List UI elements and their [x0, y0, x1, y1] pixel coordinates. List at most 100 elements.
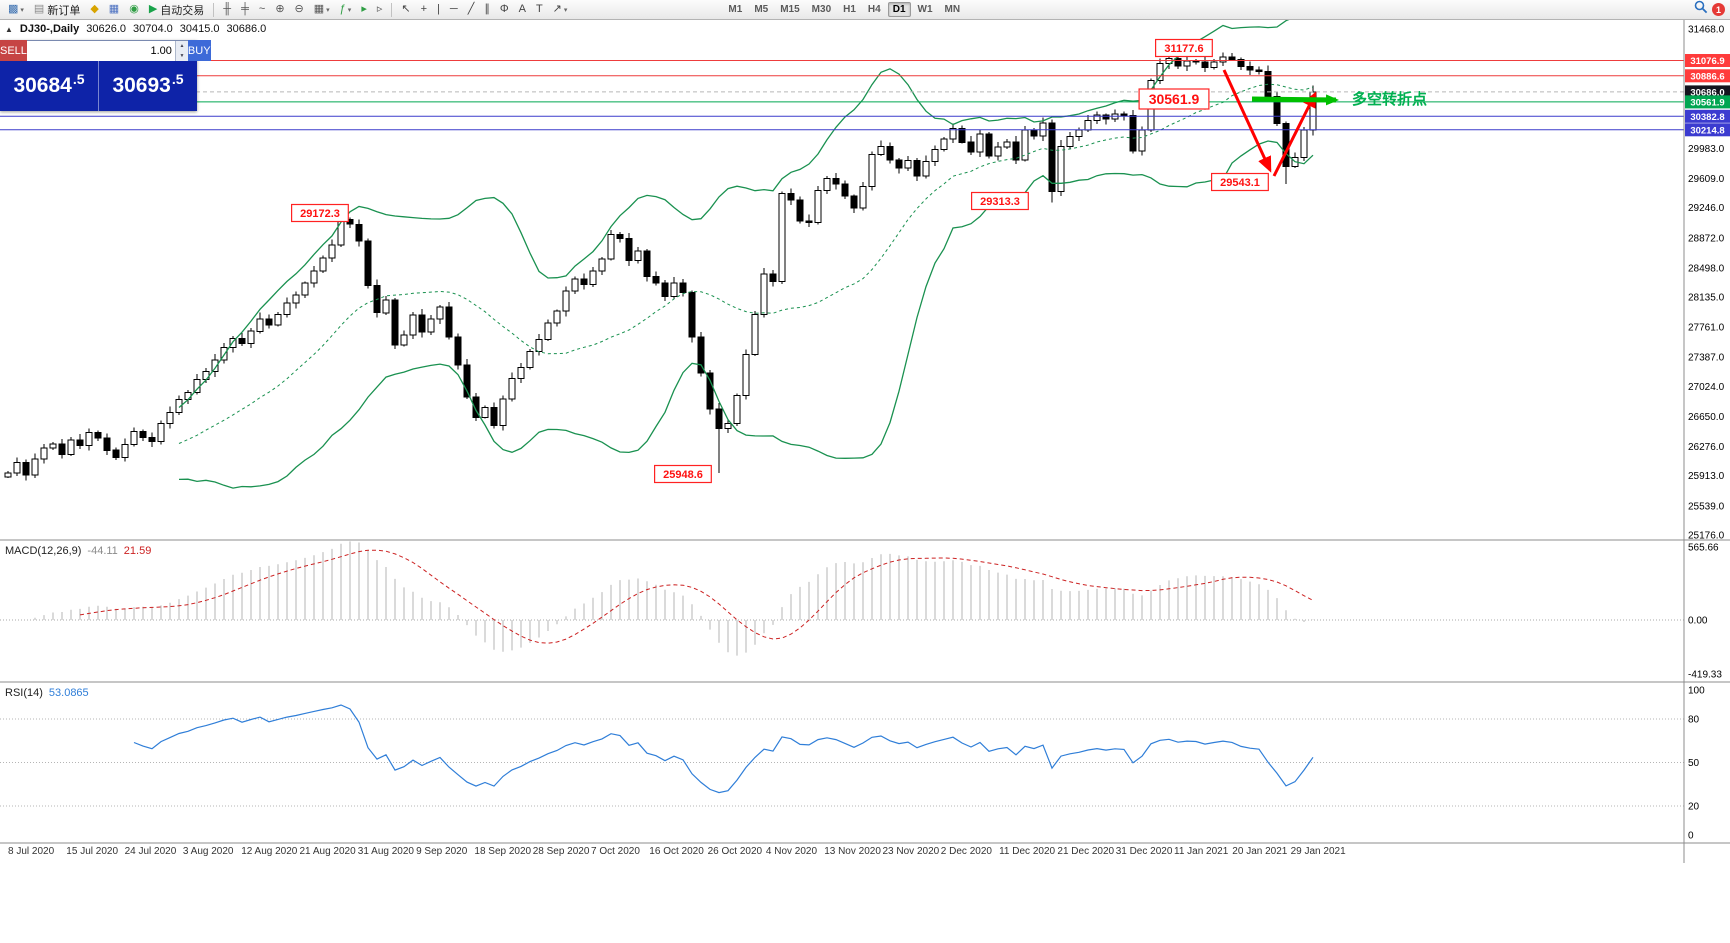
buy-price-button[interactable]: 30693 .5	[99, 61, 197, 111]
candlestick-chart-button[interactable]: ╪	[237, 0, 253, 19]
svg-text:29609.0: 29609.0	[1688, 174, 1725, 185]
svg-text:26276.0: 26276.0	[1688, 442, 1725, 453]
chevron-down-icon[interactable]: ▾	[20, 6, 24, 14]
chevron-down-icon[interactable]: ▾	[326, 6, 330, 14]
new-chart-button[interactable]: ▩ ▾	[4, 0, 28, 19]
time-axis[interactable]: 8 Jul 2020 15 Jul 2020 24 Jul 2020 3 Aug 20…	[8, 846, 1346, 857]
indicators-button[interactable]: ƒ ▾	[336, 0, 356, 19]
horizontal-level-lines[interactable]	[0, 60, 1684, 131]
annotation-29543.1[interactable]: 29543.1	[1210, 172, 1269, 192]
symbol-period-label: DJ30-,Daily	[19, 23, 80, 35]
pane-separators[interactable]	[0, 20, 1730, 863]
lot-decrease-button[interactable]: ▼	[175, 51, 188, 61]
annotation-31177.6[interactable]: 31177.6	[1154, 38, 1213, 58]
svg-text:16 Oct 2020: 16 Oct 2020	[649, 846, 704, 857]
one-click-trading-panel: SELL ▲ ▼ BUY 30684 .5 30693 .5	[0, 40, 211, 111]
fibonacci-button[interactable]: Φ	[496, 0, 513, 19]
label-button[interactable]: T	[532, 0, 547, 19]
help-button[interactable]: ◉	[125, 0, 143, 19]
annotation-30561.9[interactable]: 30561.9	[1138, 88, 1210, 110]
price-scale[interactable]: 31468.0 29983.0 29609.0 29246.0 28872.0 28498…	[1685, 25, 1730, 842]
chevron-down-icon[interactable]: ▾	[563, 6, 568, 14]
metaeditor-button[interactable]: ◆	[86, 0, 102, 19]
chevron-down-icon[interactable]: ▾	[347, 6, 352, 14]
cursor-icon: ↖	[401, 3, 411, 15]
vertical-line-button[interactable]: |	[433, 0, 444, 19]
annotation-29313.3[interactable]: 29313.3	[970, 191, 1029, 211]
svg-text:29983.0: 29983.0	[1688, 144, 1725, 155]
svg-text:31 Dec 2020: 31 Dec 2020	[1116, 846, 1173, 857]
svg-text:11 Dec 2020: 11 Dec 2020	[999, 846, 1055, 857]
channel-button[interactable]: ∥	[480, 0, 494, 19]
svg-text:31 Aug 2020: 31 Aug 2020	[358, 846, 415, 857]
svg-text:80: 80	[1688, 715, 1700, 726]
bar-chart-button[interactable]: ╫	[219, 0, 235, 19]
tile-windows-button[interactable]: ▦ ▾	[310, 0, 334, 19]
crosshair-icon: +	[420, 3, 428, 15]
svg-text:3 Aug 2020: 3 Aug 2020	[183, 846, 234, 857]
svg-text:29172.3: 29172.3	[300, 208, 340, 220]
new-order-button[interactable]: ▤ 新订单	[30, 0, 84, 19]
timeframe-h4[interactable]: H4	[867, 4, 881, 15]
svg-text:29246.0: 29246.0	[1688, 203, 1725, 214]
search-icon[interactable]	[1694, 0, 1708, 19]
data-window-button[interactable]: ▦	[105, 0, 123, 19]
crosshair-button[interactable]: +	[417, 0, 431, 19]
trendline-button[interactable]: ╱	[464, 0, 479, 19]
sell-button[interactable]: SELL	[0, 40, 27, 61]
svg-text:13 Nov 2020: 13 Nov 2020	[824, 846, 881, 857]
pivot-level-marker[interactable]	[1251, 94, 1339, 106]
channel-icon: ∥	[484, 3, 490, 15]
line-chart-button[interactable]: ~	[255, 0, 269, 19]
annotation-29172.3[interactable]: 29172.3	[291, 203, 349, 223]
cursor-button[interactable]: ↖	[397, 0, 414, 19]
drawn-objects[interactable]: 多空转折点	[1222, 69, 1427, 177]
pivot-label[interactable]: 多空转折点	[1352, 90, 1427, 108]
trend-arrow-down[interactable]	[1222, 69, 1272, 173]
price-tag-31076.9	[1685, 54, 1730, 67]
horizontal-line-button[interactable]: ─	[446, 0, 462, 19]
svg-text:28135.0: 28135.0	[1688, 293, 1725, 304]
line-chart-icon: ~	[258, 3, 266, 15]
ohlc-close: 30686.0	[226, 23, 267, 35]
price-annotations[interactable]: 29172.3 25948.6 29313.3 31177.6 30561.9 29543…	[291, 38, 1269, 484]
svg-text:30561.9: 30561.9	[1690, 97, 1724, 108]
svg-text:0.00: 0.00	[1688, 616, 1708, 627]
chart-canvas[interactable]: 29172.3 25948.6 29313.3 31177.6 30561.9 29543…	[0, 20, 1730, 863]
notification-badge[interactable]: 1	[1712, 3, 1725, 16]
vertical-line-icon: |	[437, 3, 440, 15]
annotation-25948.6[interactable]: 25948.6	[653, 464, 712, 484]
autotrading-button[interactable]: ▶ 自动交易	[145, 0, 208, 19]
svg-text:7 Oct 2020: 7 Oct 2020	[591, 846, 640, 857]
svg-text:27761.0: 27761.0	[1688, 323, 1725, 334]
buy-button[interactable]: BUY	[187, 40, 211, 61]
new-chart-icon: ▩	[8, 3, 19, 15]
svg-text:21 Aug 2020: 21 Aug 2020	[300, 846, 357, 857]
timeframe-m15[interactable]: M15	[780, 4, 800, 15]
svg-text:25176.0: 25176.0	[1688, 531, 1725, 542]
zoom-in-button[interactable]: ⊕	[271, 0, 288, 19]
lot-increase-button[interactable]: ▲	[175, 41, 188, 51]
timeframe-m5[interactable]: M5	[754, 4, 769, 15]
timeframe-h1[interactable]: H1	[843, 4, 856, 15]
lot-size-input[interactable]	[26, 41, 175, 61]
timeframe-d1[interactable]: D1	[887, 2, 911, 17]
trend-arrow-up[interactable]	[1272, 91, 1317, 177]
macd-signal-line	[79, 549, 1314, 644]
auto-scroll-button[interactable]: ▸	[357, 0, 371, 19]
timeframe-w1[interactable]: W1	[917, 4, 933, 15]
arrows-button[interactable]: ↗ ▾	[549, 0, 572, 19]
sell-price-button[interactable]: 30684 .5	[0, 61, 98, 111]
toolbar-right-group: 1	[1694, 0, 1727, 19]
chart-shift-button[interactable]: ▹	[373, 0, 387, 19]
svg-text:30886.6: 30886.6	[1690, 71, 1724, 82]
svg-text:30686.0: 30686.0	[1690, 87, 1724, 98]
price-divider	[98, 61, 99, 111]
text-button[interactable]: A	[515, 0, 530, 19]
timeframe-mn[interactable]: MN	[944, 4, 961, 15]
timeframe-m1[interactable]: M1	[728, 4, 743, 15]
zoom-out-button[interactable]: ⊖	[291, 0, 308, 19]
panel-collapse-icon[interactable]: ▲	[5, 24, 13, 34]
timeframe-m30[interactable]: M30	[811, 4, 832, 15]
